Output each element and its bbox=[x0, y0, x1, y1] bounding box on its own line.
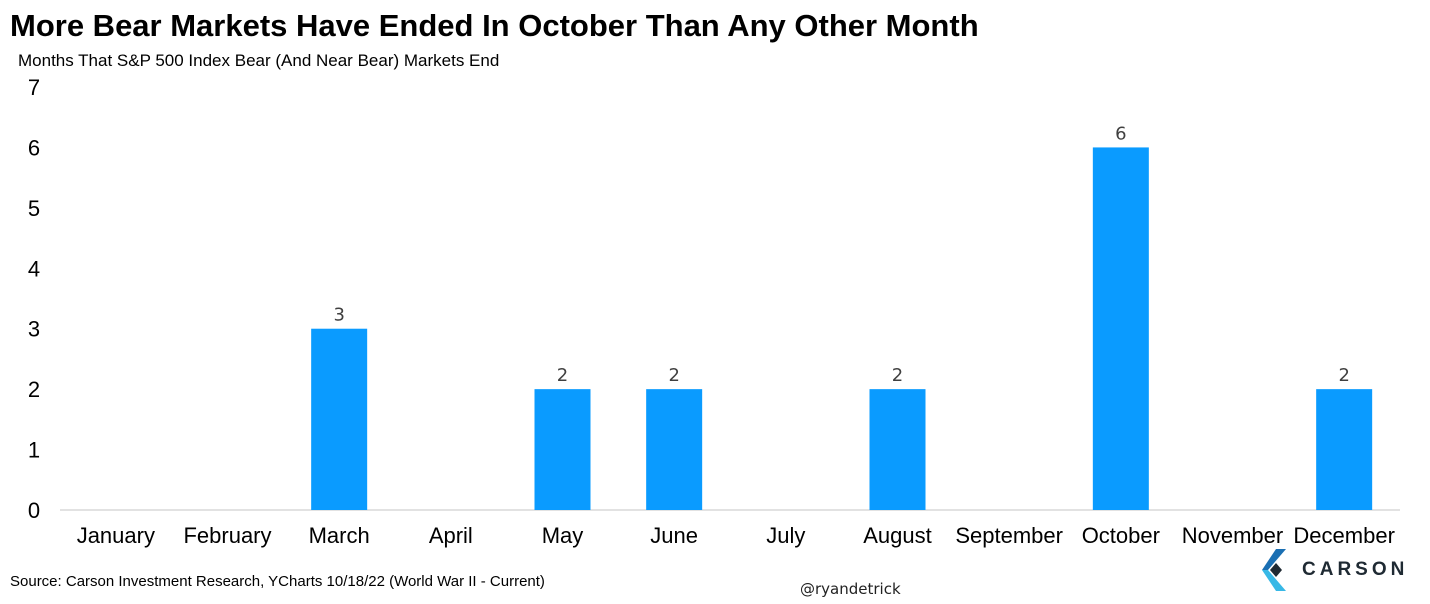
bar-may bbox=[534, 389, 591, 510]
y-tick-label: 0 bbox=[28, 498, 40, 523]
y-tick-label: 2 bbox=[28, 377, 40, 402]
y-tick-label: 5 bbox=[28, 196, 40, 221]
carson-logo-text: CARSON bbox=[1302, 559, 1409, 580]
y-tick-label: 6 bbox=[28, 135, 40, 160]
bar-october bbox=[1092, 147, 1149, 510]
bar-december bbox=[1316, 389, 1373, 510]
y-tick-label: 4 bbox=[28, 256, 40, 281]
data-label-august: 2 bbox=[892, 365, 903, 386]
x-tick-label-june: June bbox=[650, 523, 698, 548]
y-tick-label: 7 bbox=[28, 75, 40, 100]
source-note: Source: Carson Investment Research, YCha… bbox=[10, 573, 545, 590]
bar-august bbox=[869, 389, 926, 510]
data-label-june: 2 bbox=[668, 365, 679, 386]
bar-june bbox=[646, 389, 703, 510]
data-label-may: 2 bbox=[557, 365, 568, 386]
chart-title: More Bear Markets Have Ended In October … bbox=[10, 8, 979, 43]
x-tick-label-march: March bbox=[309, 523, 370, 548]
x-tick-label-april: April bbox=[429, 523, 473, 548]
x-tick-label-february: February bbox=[183, 523, 271, 548]
x-tick-label-september: September bbox=[955, 523, 1063, 548]
x-tick-label-may: May bbox=[542, 523, 584, 548]
x-tick-label-august: August bbox=[863, 523, 932, 548]
author-handle: @ryandetrick bbox=[800, 580, 901, 598]
y-tick-label: 1 bbox=[28, 438, 40, 463]
carson-chevron-logo-icon bbox=[1262, 549, 1286, 591]
data-label-december: 2 bbox=[1338, 365, 1349, 386]
x-tick-label-july: July bbox=[766, 523, 805, 548]
x-tick-label-november: November bbox=[1182, 523, 1283, 548]
data-label-march: 3 bbox=[333, 305, 344, 326]
data-label-october: 6 bbox=[1115, 123, 1126, 144]
x-tick-label-december: December bbox=[1293, 523, 1394, 548]
chart-subtitle: Months That S&P 500 Index Bear (And Near… bbox=[18, 51, 500, 70]
bar-march bbox=[311, 328, 368, 510]
y-tick-label: 3 bbox=[28, 317, 40, 342]
x-tick-label-january: January bbox=[77, 523, 155, 548]
x-tick-label-october: October bbox=[1082, 523, 1160, 548]
carson-logo: CARSON bbox=[1262, 549, 1422, 591]
